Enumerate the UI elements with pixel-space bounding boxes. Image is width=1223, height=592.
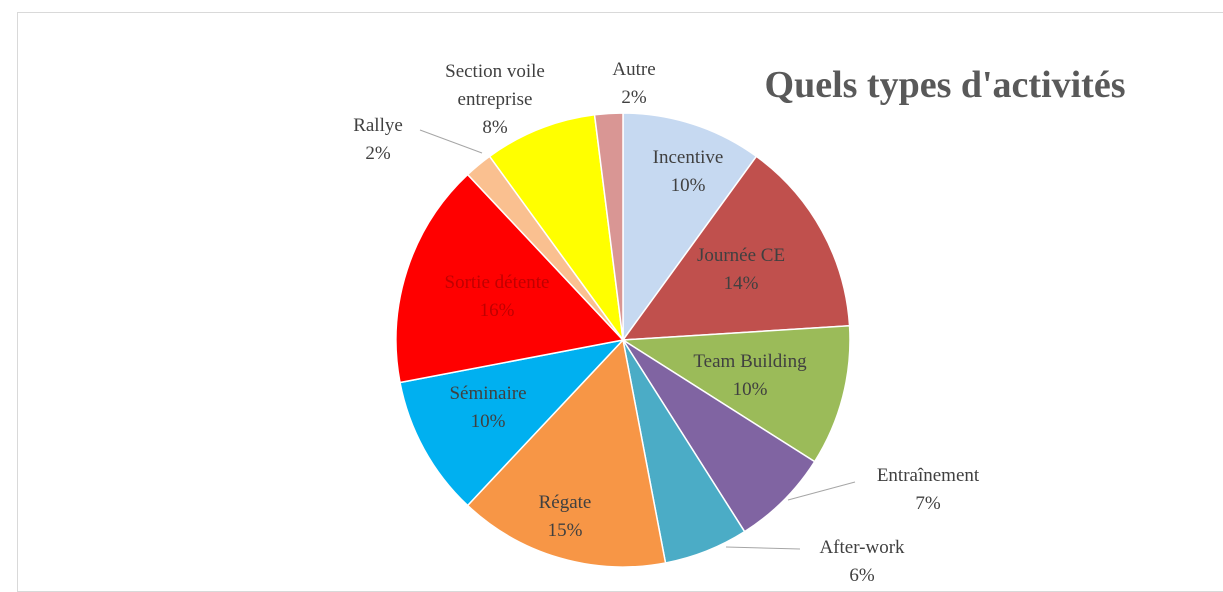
data-label: Régate 15% — [539, 489, 592, 545]
value-label: 2% — [621, 87, 647, 108]
data-label: Section voile entreprise 8% — [420, 58, 570, 142]
leader-line — [725, 546, 801, 550]
value-label: 2% — [365, 143, 391, 164]
value-label: 10% — [670, 175, 706, 196]
value-label: 6% — [849, 565, 875, 586]
data-label: Rallye 2% — [353, 112, 403, 168]
category-label: Rallye — [353, 115, 403, 136]
pie-slice — [395, 173, 625, 384]
value-label: 10% — [470, 411, 506, 432]
value-label: 10% — [732, 379, 768, 400]
value-label: 8% — [482, 117, 508, 138]
value-label: 16% — [479, 300, 515, 321]
pie-slice — [466, 338, 667, 568]
pie-slice — [620, 324, 851, 463]
data-label: Entraînement 7% — [877, 462, 979, 518]
pie-slice — [593, 112, 624, 341]
pie-slice — [622, 112, 758, 343]
category-label: Team Building — [693, 351, 807, 372]
pie-slice — [488, 113, 624, 341]
chart-title: Quels types d'activités — [764, 64, 1126, 106]
category-label: Séminaire — [449, 383, 527, 404]
data-label: Incentive 10% — [653, 144, 724, 200]
data-label: Journée CE 14% — [697, 242, 785, 298]
category-label: Autre — [612, 59, 656, 80]
category-label: After-work — [819, 537, 905, 558]
data-label: Autre 2% — [612, 56, 655, 112]
value-label: 14% — [723, 273, 759, 294]
pie-slice — [399, 338, 626, 507]
category-label: Régate — [538, 492, 592, 513]
data-label: Team Building 10% — [693, 348, 806, 404]
category-label: Section voile entreprise — [445, 61, 545, 110]
leader-line — [787, 481, 856, 501]
data-label: Séminaire 10% — [449, 380, 526, 436]
category-label: Sortie détente — [444, 272, 550, 293]
category-label: Incentive — [652, 147, 724, 168]
category-label: Journée CE — [696, 245, 786, 266]
data-label: Sortie détente 16% — [445, 269, 550, 325]
leader-line — [419, 129, 483, 154]
value-label: 15% — [547, 520, 583, 541]
value-label: 7% — [915, 493, 941, 514]
category-label: Entraînement — [876, 465, 980, 486]
data-label: After-work 6% — [819, 534, 904, 590]
pie-slice — [621, 155, 851, 341]
